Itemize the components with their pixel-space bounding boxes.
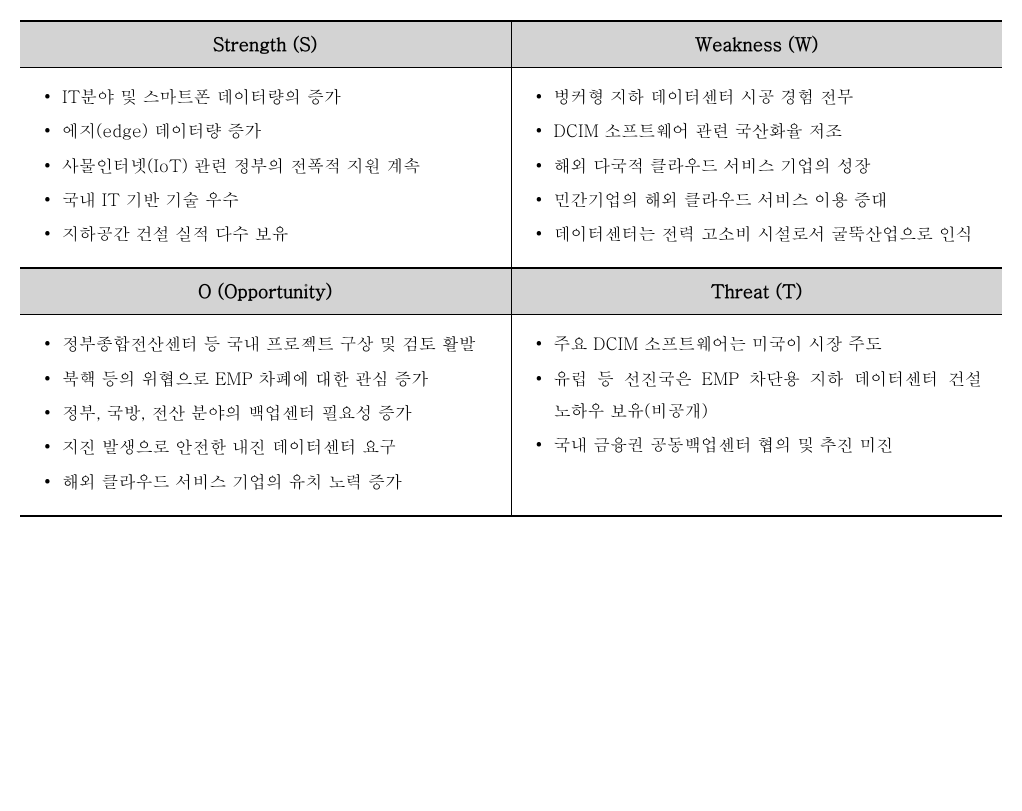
content-row-ot: 정부종합전산센터 등 국내 프로젝트 구상 및 검토 활발 북핵 등의 위협으로… <box>20 315 1002 516</box>
list-item: 유럽 등 선진국은 EMP 차단용 지하 데이터센터 건설 노하우 보유(비공개… <box>532 362 983 427</box>
header-threat: Threat (T) <box>511 268 1002 315</box>
cell-strength: IT분야 및 스마트폰 데이터량의 증가 에지(edge) 데이터량 증가 사물… <box>20 68 511 269</box>
list-item: 국내 IT 기반 기술 우수 <box>40 183 491 215</box>
strength-list: IT분야 및 스마트폰 데이터량의 증가 에지(edge) 데이터량 증가 사물… <box>40 80 491 249</box>
list-item: 주요 DCIM 소프트웨어는 미국이 시장 주도 <box>532 327 983 359</box>
header-row-sw: Strength (S) Weakness (W) <box>20 21 1002 68</box>
list-item: 사물인터넷(IoT) 관련 정부의 전폭적 지원 계속 <box>40 149 491 181</box>
list-item: 민간기업의 해외 클라우드 서비스 이용 증대 <box>532 183 983 215</box>
list-item: DCIM 소프트웨어 관련 국산화율 저조 <box>532 114 983 146</box>
cell-threat: 주요 DCIM 소프트웨어는 미국이 시장 주도 유럽 등 선진국은 EMP 차… <box>511 315 1002 516</box>
weakness-list: 벙커형 지하 데이터센터 시공 경험 전무 DCIM 소프트웨어 관련 국산화율… <box>532 80 983 249</box>
list-item: 데이터센터는 전력 고소비 시설로서 굴뚝산업으로 인식 <box>532 217 983 249</box>
list-item: 정부, 국방, 전산 분야의 백업센터 필요성 증가 <box>40 396 491 428</box>
list-item: 해외 클라우드 서비스 기업의 유치 노력 증가 <box>40 465 491 497</box>
list-item: IT분야 및 스마트폰 데이터량의 증가 <box>40 80 491 112</box>
list-item: 벙커형 지하 데이터센터 시공 경험 전무 <box>532 80 983 112</box>
cell-weakness: 벙커형 지하 데이터센터 시공 경험 전무 DCIM 소프트웨어 관련 국산화율… <box>511 68 1002 269</box>
list-item: 해외 다국적 클라우드 서비스 기업의 성장 <box>532 149 983 181</box>
list-item: 국내 금융권 공동백업센터 협의 및 추진 미진 <box>532 428 983 460</box>
header-weakness: Weakness (W) <box>511 21 1002 68</box>
content-row-sw: IT분야 및 스마트폰 데이터량의 증가 에지(edge) 데이터량 증가 사물… <box>20 68 1002 269</box>
threat-list: 주요 DCIM 소프트웨어는 미국이 시장 주도 유럽 등 선진국은 EMP 차… <box>532 327 983 460</box>
opportunity-list: 정부종합전산센터 등 국내 프로젝트 구상 및 검토 활발 북핵 등의 위협으로… <box>40 327 491 496</box>
header-row-ot: O (Opportunity) Threat (T) <box>20 268 1002 315</box>
list-item: 정부종합전산센터 등 국내 프로젝트 구상 및 검토 활발 <box>40 327 491 359</box>
swot-table: Strength (S) Weakness (W) IT분야 및 스마트폰 데이… <box>20 20 1002 517</box>
header-strength: Strength (S) <box>20 21 511 68</box>
list-item: 지진 발생으로 안전한 내진 데이터센터 요구 <box>40 430 491 462</box>
list-item: 에지(edge) 데이터량 증가 <box>40 114 491 146</box>
header-opportunity: O (Opportunity) <box>20 268 511 315</box>
list-item: 지하공간 건설 실적 다수 보유 <box>40 217 491 249</box>
cell-opportunity: 정부종합전산센터 등 국내 프로젝트 구상 및 검토 활발 북핵 등의 위협으로… <box>20 315 511 516</box>
list-item: 북핵 등의 위협으로 EMP 차폐에 대한 관심 증가 <box>40 362 491 394</box>
